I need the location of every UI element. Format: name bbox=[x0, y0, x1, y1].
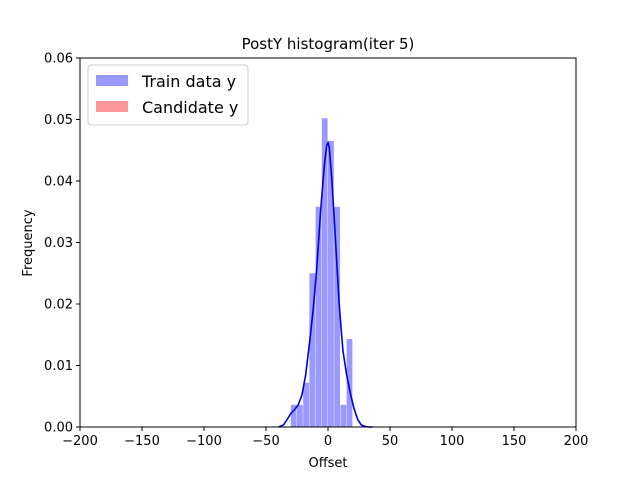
histogram-bar bbox=[321, 118, 328, 428]
x-tick-label: −100 bbox=[186, 434, 222, 449]
y-tick-label: 0.04 bbox=[44, 175, 73, 190]
histogram-bar bbox=[297, 404, 303, 427]
histogram-bar bbox=[315, 206, 322, 427]
y-tick-label: 0.00 bbox=[44, 421, 73, 436]
legend-swatch-candidate bbox=[96, 101, 128, 112]
legend: Train data y Candidate y bbox=[87, 64, 249, 126]
histogram-bar bbox=[309, 273, 316, 427]
histogram-bar bbox=[340, 404, 347, 427]
x-axis-ticks: −200 −150 −100 −50 0 50 100 150 200 bbox=[62, 427, 588, 449]
x-tick-label: −50 bbox=[252, 434, 279, 449]
legend-swatch-train bbox=[96, 75, 128, 86]
x-tick-label: 50 bbox=[382, 434, 399, 449]
kde-curve bbox=[278, 140, 373, 428]
y-tick-label: 0.03 bbox=[44, 236, 73, 251]
x-tick-label: −200 bbox=[62, 434, 98, 449]
legend-label-train: Train data y bbox=[141, 72, 236, 91]
histogram-bar bbox=[334, 206, 340, 427]
y-tick-label: 0.06 bbox=[44, 52, 73, 67]
x-tick-label: 100 bbox=[440, 434, 465, 449]
chart-title: PostY histogram(iter 5) bbox=[242, 35, 415, 53]
legend-label-candidate: Candidate y bbox=[142, 98, 238, 117]
x-tick-label: 150 bbox=[502, 434, 527, 449]
histogram-bar bbox=[328, 141, 334, 427]
x-tick-label: 0 bbox=[324, 434, 332, 449]
y-axis-label: Frequency bbox=[21, 209, 36, 276]
y-tick-label: 0.05 bbox=[44, 113, 73, 128]
histogram-bar bbox=[290, 404, 297, 427]
histogram-bar bbox=[346, 339, 353, 427]
y-tick-label: 0.02 bbox=[44, 298, 73, 313]
histogram-bar bbox=[303, 382, 309, 427]
histogram-bars bbox=[290, 118, 353, 428]
x-axis-label: Offset bbox=[308, 456, 347, 471]
y-tick-label: 0.01 bbox=[44, 359, 73, 374]
x-tick-label: −150 bbox=[124, 434, 160, 449]
y-axis-ticks: 0.00 0.01 0.02 0.03 0.04 0.05 0.06 bbox=[44, 52, 80, 436]
x-tick-label: 200 bbox=[564, 434, 589, 449]
